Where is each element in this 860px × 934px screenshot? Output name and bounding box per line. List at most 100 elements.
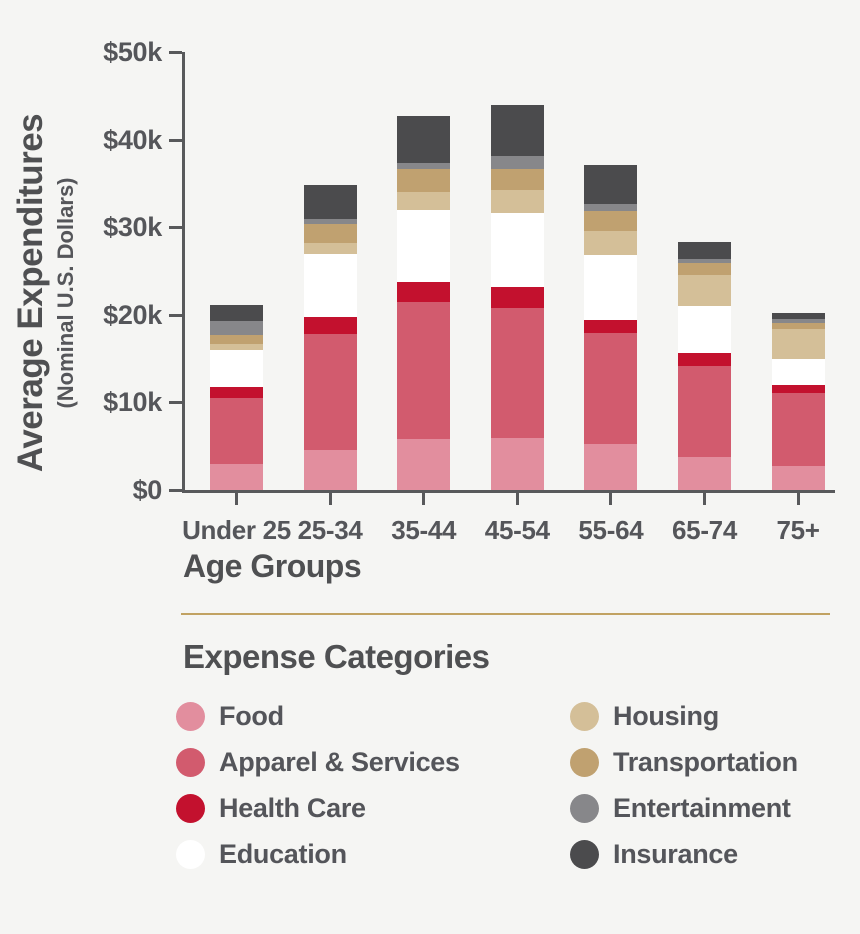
segment-education-65-74 (678, 306, 731, 354)
legend-label-health-care: Health Care (219, 793, 366, 823)
legend-item-transportation: Transportation (570, 747, 798, 777)
segment-entertainment-65-74 (678, 258, 731, 264)
segment-insurance-75 (771, 312, 825, 320)
segment-insurance-55-64 (584, 165, 638, 205)
x-tick-label-25-34: 25-34 (297, 515, 363, 545)
segment-transportation-35-44 (397, 168, 451, 193)
bar-under-25 (210, 305, 263, 490)
segment-insurance-under-25 (210, 305, 263, 321)
legend-label-housing: Housing (613, 701, 719, 731)
segment-transportation-45-54 (490, 168, 544, 191)
segment-housing-under-25 (210, 343, 263, 350)
x-tick-mark-55-64 (609, 493, 613, 505)
insurance-swatch-icon (570, 840, 599, 869)
y-tick-mark-30k (169, 226, 182, 230)
segment-housing-45-54 (490, 190, 544, 214)
x-tick-mark-65-74 (703, 493, 706, 505)
segment-apparel-services-45-54 (490, 307, 544, 439)
legend-label-entertainment: Entertainment (613, 793, 791, 823)
y-tick-mark-40k (169, 138, 182, 142)
x-tick-mark-under-25 (235, 493, 238, 505)
x-tick-mark-35-44 (422, 493, 426, 505)
segment-entertainment-75 (771, 319, 825, 324)
bar-65-74 (678, 242, 731, 490)
segment-insurance-35-44 (397, 116, 451, 163)
legend-divider (181, 613, 830, 615)
y-tick-label-20k: $20k (103, 299, 162, 330)
legend-label-insurance: Insurance (613, 839, 738, 869)
segment-apparel-services-55-64 (584, 333, 638, 445)
segment-apparel-services-25-34 (303, 334, 357, 450)
segment-entertainment-45-54 (490, 156, 544, 169)
segment-food-65-74 (678, 456, 731, 490)
x-tick-label-65-74: 65-74 (672, 515, 737, 545)
segment-health-care-55-64 (584, 320, 638, 334)
entertainment-swatch-icon (570, 794, 599, 823)
x-tick-label-55-64: 55-64 (578, 515, 644, 545)
segment-housing-55-64 (584, 230, 638, 256)
segment-entertainment-55-64 (584, 204, 638, 212)
segment-health-care-under-25 (210, 386, 263, 399)
segment-health-care-25-34 (303, 316, 357, 335)
segment-food-55-64 (584, 444, 638, 490)
segment-food-75 (771, 466, 825, 490)
segment-entertainment-25-34 (303, 219, 357, 224)
y-axis-title: Average Expenditures (11, 113, 50, 473)
x-axis-title: Age Groups (183, 548, 362, 584)
legend-item-housing: Housing (570, 701, 798, 731)
segment-housing-75 (771, 328, 825, 360)
segment-housing-35-44 (397, 192, 451, 210)
segment-food-25-34 (303, 449, 357, 490)
bar-25-34 (303, 185, 357, 490)
transportation-swatch-icon (570, 748, 599, 777)
y-tick-label-40k: $40k (103, 124, 162, 155)
legend-item-apparel-services: Apparel & Services (176, 747, 460, 777)
bar-75 (771, 312, 825, 490)
segment-education-75 (771, 359, 825, 385)
segment-insurance-65-74 (678, 242, 731, 259)
legend-heading: Expense Categories (183, 638, 490, 675)
y-tick-mark-0 (169, 489, 182, 492)
y-tick-mark-10k (169, 401, 182, 405)
education-swatch-icon (176, 840, 205, 869)
housing-swatch-icon (570, 702, 599, 731)
segment-education-45-54 (490, 213, 544, 287)
legend-item-insurance: Insurance (570, 839, 798, 869)
segment-apparel-services-35-44 (397, 301, 451, 440)
segment-food-under-25 (210, 463, 263, 490)
bar-35-44 (397, 116, 451, 490)
y-tick-label-10k: $10k (103, 387, 162, 418)
segment-transportation-75 (771, 323, 825, 329)
segment-health-care-65-74 (678, 353, 731, 366)
legend-label-transportation: Transportation (613, 747, 798, 777)
y-tick-label-50k: $50k (103, 37, 162, 67)
plot-area (182, 52, 835, 493)
segment-housing-25-34 (303, 243, 357, 255)
segment-transportation-65-74 (678, 263, 731, 276)
legend-item-food: Food (176, 701, 460, 731)
legend-item-entertainment: Entertainment (570, 793, 798, 823)
legend-column-left: Food Apparel & Services Health Care Educati… (176, 701, 460, 869)
segment-apparel-services-65-74 (678, 365, 731, 457)
segment-food-45-54 (490, 438, 544, 490)
segment-education-35-44 (397, 209, 451, 282)
bar-55-64 (584, 165, 638, 490)
segment-entertainment-35-44 (397, 162, 451, 169)
y-tick-mark-20k (169, 313, 182, 317)
segment-insurance-25-34 (303, 185, 357, 220)
food-swatch-icon (176, 702, 205, 731)
legend-label-food: Food (219, 701, 284, 731)
bar-45-54 (490, 105, 544, 490)
segment-transportation-25-34 (303, 223, 357, 244)
segment-apparel-services-under-25 (210, 398, 263, 464)
x-tick-label-under-25: Under 25 (182, 515, 291, 545)
legend-label-apparel-services: Apparel & Services (219, 747, 460, 777)
y-tick-label-30k: $30k (103, 212, 162, 243)
health-care-swatch-icon (176, 794, 205, 823)
x-tick-label-45-54: 45-54 (484, 515, 550, 545)
legend-column-right: Housing Transportation Entertainment Insura… (570, 701, 798, 869)
x-tick-label-35-44: 35-44 (391, 515, 457, 545)
segment-housing-65-74 (678, 275, 731, 307)
segment-health-care-35-44 (397, 281, 451, 302)
